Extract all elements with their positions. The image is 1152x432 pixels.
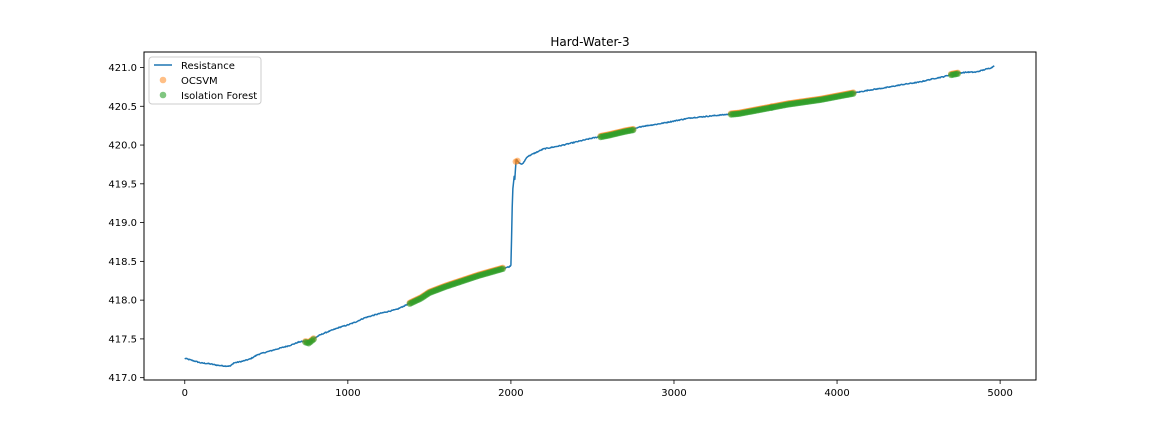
x-tick-label: 0 [182,388,188,399]
legend-swatch-isolation-forest [159,91,167,99]
y-tick-label: 419.0 [108,218,137,229]
y-tick-label: 420.0 [108,141,137,152]
legend-label-ocsvm: OCSVM [181,76,218,87]
isolation-forest-point [310,336,317,343]
ocsvm-point [514,157,521,165]
y-tick-label: 418.5 [108,257,137,268]
chart-title: Hard-Water-3 [550,35,629,49]
isolation-forest-point [630,126,637,134]
x-tick-label: 5000 [987,388,1012,399]
legend-swatch-ocsvm [159,76,167,84]
x-tick-label: 4000 [824,388,849,399]
series-line-resistance [184,65,995,368]
legend: Resistance OCSVM Isolation Forest [148,56,262,105]
legend-box [148,56,262,105]
y-tick-label: 420.5 [108,102,137,113]
x-tick-label: 2000 [498,388,523,399]
y-tick-label: 417.0 [108,373,137,384]
axis-ticks: 0 1000 2000 3000 4000 5000 417.0 417.5 418.0 418.… [108,63,1012,399]
legend-label-resistance: Resistance [181,61,235,72]
axes-frame [143,51,1037,381]
isolation-forest-point [850,90,857,97]
isolation-forest-point [954,70,961,77]
y-tick-label: 419.5 [108,179,137,190]
x-tick-label: 1000 [335,388,360,399]
y-tick-label: 418.0 [108,296,137,307]
y-tick-label: 417.5 [108,334,137,345]
y-tick-label: 421.0 [108,63,137,74]
plot-area [184,65,995,368]
x-tick-label: 3000 [661,388,686,399]
legend-label-isolation-forest: Isolation Forest [181,91,257,102]
isolation-forest-point [499,265,506,273]
